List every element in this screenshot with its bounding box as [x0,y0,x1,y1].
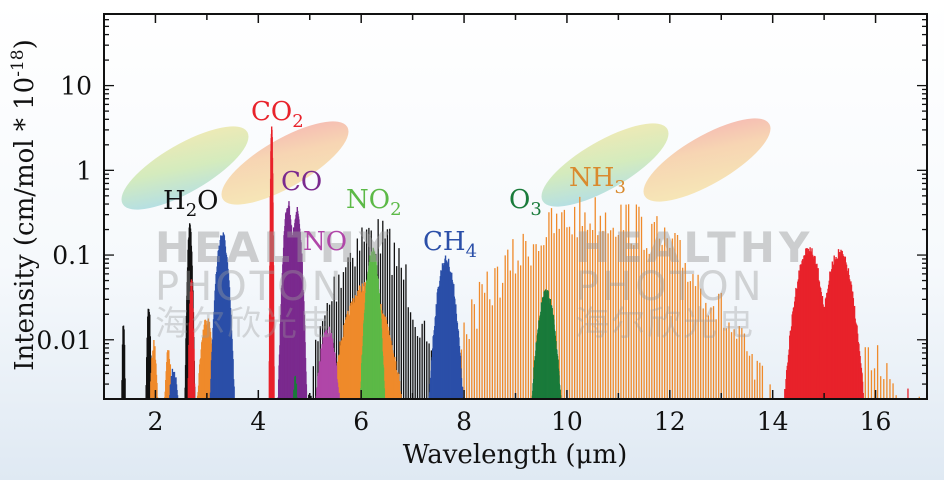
gas-label-no: NO [303,227,347,257]
x-tick-label: 8 [456,407,472,436]
x-tick-label: 14 [757,407,789,436]
logo-ellipse [221,121,349,205]
gas-label-main: CH [423,227,466,257]
gas-label-main: NH [569,163,614,193]
axes: 2 4 6 8 10 12 14 16 0.01 0.1 1 10 [36,13,928,436]
logo-ellipse [121,126,249,210]
series-co [277,201,308,399]
logo-ellipse [541,123,669,207]
gas-label-main: CO [251,97,292,127]
watermark-line3: 海尔欣光电 [155,304,335,344]
series-no [315,326,340,399]
watermark-line1: HEALTHY [575,223,813,272]
x-tick-label: 16 [860,407,892,436]
y-tick-label: 1 [76,156,92,185]
y-tick-label: 0.1 [52,241,92,270]
y-tick-label: 10 [60,72,92,101]
series-ch4 [169,232,464,399]
watermark-line1: HEALTHY [155,223,393,272]
gas-label-main: H [163,186,186,216]
spectral-lines [121,126,920,399]
gas-label-subscript: 2 [292,111,303,132]
watermark-line2: PHOTON [155,264,345,310]
gas-label-main: O [509,185,530,215]
y-tick-label: 0.01 [36,326,92,355]
logo-ellipse [643,118,771,202]
watermark-line3: 海尔欣光电 [575,304,755,344]
gas-label-ch4: CH4 [423,227,477,262]
y-axis-title-sup: -18 [8,49,28,76]
gas-label-subscript: 2 [390,199,401,220]
x-tick-label: 2 [147,407,163,436]
y-axis-title-end: ) [10,39,40,49]
x-tick-label: 4 [250,407,266,436]
x-axis-title: Wavelength (μm) [403,440,627,470]
x-tick-label: 12 [654,407,686,436]
series-no2 [359,247,386,399]
gas-label-co: CO [281,167,322,197]
watermark-line2: PHOTON [575,264,765,310]
gas-label-h2o: H2O [163,186,218,221]
logo-ellipses [121,118,771,210]
gas-label-main: NO [303,227,347,257]
gas-label-subscript: 3 [530,199,541,220]
y-axis-title-main: Intensity (cm/mol * 10 [10,77,40,371]
series-co2 [187,126,909,399]
gas-label-o3: O3 [509,185,542,220]
x-tick-label: 6 [353,407,369,436]
gas-label-no2: NO2 [346,185,402,220]
gas-label-subscript: 4 [466,241,477,262]
gas-label-post: O [197,186,218,216]
gas-label-subscript: 2 [186,200,197,221]
y-axis-title: Intensity (cm/mol * 10-18) [8,39,40,371]
gas-label-main: NO [346,185,390,215]
gas-label-main: CO [281,167,322,197]
series-o3 [293,289,562,399]
gas-label-nh3: NH3 [569,163,626,198]
gas-label-co2: CO2 [251,97,304,132]
gas-label-subscript: 3 [614,177,625,198]
x-tick-label: 10 [551,407,583,436]
